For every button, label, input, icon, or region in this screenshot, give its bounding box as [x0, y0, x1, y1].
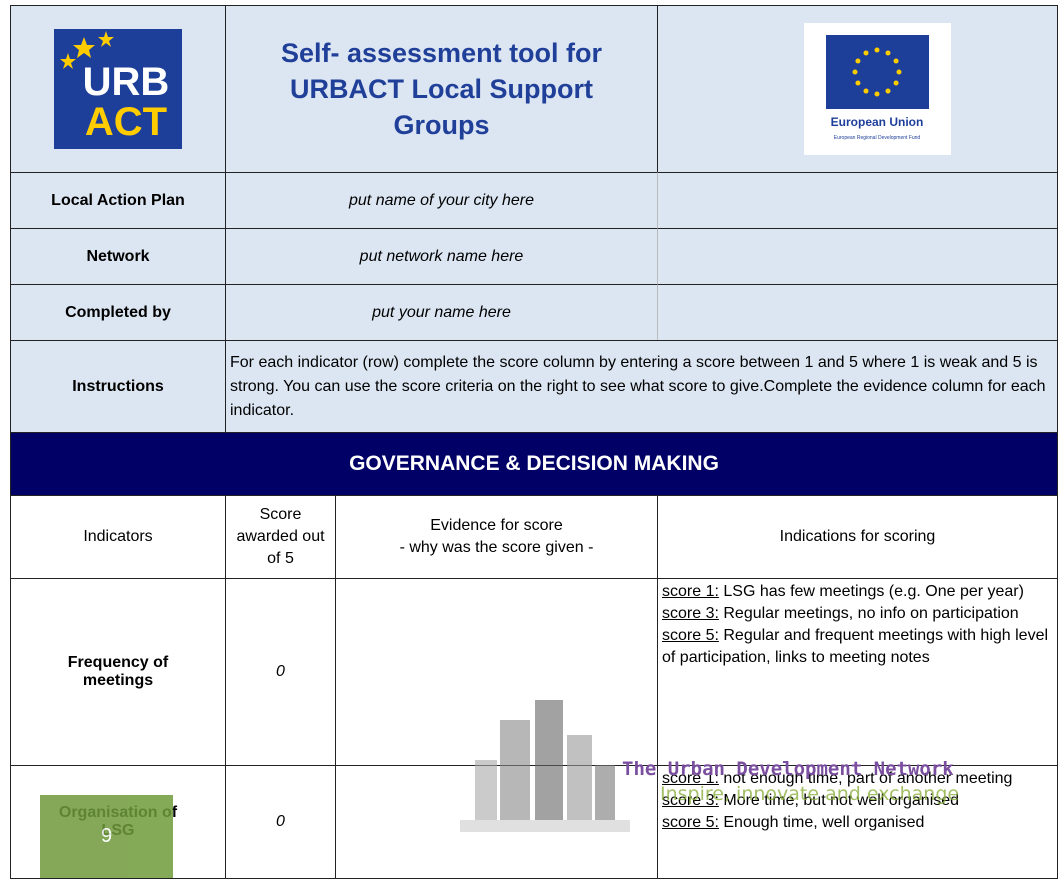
eu-logo: European Union European Regional Develop… [804, 23, 951, 155]
info-label: Network [10, 228, 226, 285]
info-value: put network name here [225, 228, 658, 285]
value: put your name here [372, 303, 511, 321]
label: Network [86, 247, 150, 265]
star [855, 80, 861, 86]
column-header: Evidence for score - why was the score g… [335, 495, 658, 579]
instructions-label: Instructions [10, 340, 226, 433]
criterion: score 5: Enough time, well organised [662, 812, 924, 834]
label: Local Action Plan [51, 191, 185, 209]
badge: 9 [40, 795, 173, 878]
star [852, 69, 858, 75]
criterion-label: score 1: [662, 583, 719, 600]
label: Instructions [72, 377, 164, 395]
eu-sublabel: European Regional Development Fund [834, 135, 921, 141]
logo-cell: URB ACT [10, 5, 226, 173]
criterion: score 3: Regular meetings, no info on pa… [662, 603, 1019, 625]
score: 0 [225, 765, 336, 879]
watermark-title: The Urban Development Network [622, 758, 954, 780]
star [863, 88, 869, 94]
urbact-logo: URB ACT [54, 29, 182, 149]
star [855, 58, 861, 64]
criterion: score 1: LSG has few meetings (e.g. One … [662, 581, 1024, 603]
logo-text: URB [83, 60, 170, 104]
title-text: Self- assessment tool for URBACT Local S… [280, 38, 603, 140]
info-label: Completed by [10, 284, 226, 341]
section-banner: GOVERNANCE & DECISION MAKING [10, 432, 1058, 496]
criterion: score 5: Regular and frequent meetings w… [662, 625, 1053, 669]
header-text: Score awarded out of 5 [236, 506, 325, 567]
section-title: GOVERNANCE & DECISION MAKING [349, 452, 719, 475]
title: Self- assessment tool for URBACT Local S… [225, 5, 658, 173]
info-value: put your name here [225, 284, 658, 341]
criterion-text: LSG has few meetings (e.g. One per year) [723, 583, 1024, 600]
header-text: Indications for scoring [779, 528, 936, 545]
star [863, 50, 869, 56]
star [896, 69, 902, 75]
info-value: put name of your city here [225, 172, 658, 229]
star [893, 58, 899, 64]
criteria: score 1: LSG has few meetings (e.g. One … [657, 578, 1058, 766]
criterion: score 3: More time, but not well organis… [662, 790, 959, 812]
eu-label: European Union [831, 115, 924, 129]
indicator-text: Frequency of meetings [67, 654, 169, 689]
star [893, 80, 899, 86]
star [874, 47, 880, 53]
star [874, 91, 880, 97]
logo-text: ACT [85, 100, 167, 144]
watermark-graphic [460, 700, 630, 832]
label: Completed by [65, 303, 171, 321]
criterion-label: score 5: [662, 814, 719, 831]
score-value: 0 [276, 663, 285, 680]
criterion-label: score 1: [662, 770, 719, 787]
header-text: Indicators [83, 528, 153, 545]
criterion-text: More time, but not well organised [723, 792, 960, 809]
value: put name of your city here [349, 191, 534, 209]
score: 0 [225, 578, 336, 766]
info-empty [657, 284, 1058, 341]
info-empty [657, 172, 1058, 229]
eu-cell: European Union European Regional Develop… [657, 5, 1058, 173]
criterion-text: Regular and frequent meetings with high … [662, 627, 1049, 666]
instructions-text: For each indicator (row) complete the sc… [225, 340, 1058, 433]
watermark-tagline: Inspire, innovate and exchange [660, 783, 960, 805]
indicator: Frequency of meetings [10, 578, 226, 766]
criterion: score 1: not enough time, part of anothe… [662, 768, 1012, 790]
column-header: Score awarded out of 5 [225, 495, 336, 579]
criterion-label: score 3: [662, 792, 719, 809]
criterion-text: Enough time, well organised [723, 814, 925, 831]
info-label: Local Action Plan [10, 172, 226, 229]
criterion-text: not enough time, part of another meeting [723, 770, 1013, 787]
column-header: Indications for scoring [657, 495, 1058, 579]
star [885, 50, 891, 56]
value: put network name here [359, 247, 524, 265]
text: For each indicator (row) complete the sc… [230, 353, 1046, 419]
criterion-text: Regular meetings, no info on participati… [723, 605, 1019, 622]
info-empty [657, 228, 1058, 285]
criteria: score 1: not enough time, part of anothe… [657, 765, 1058, 879]
score-value: 0 [276, 813, 285, 830]
column-header: Indicators [10, 495, 226, 579]
criterion-label: score 5: [662, 627, 719, 644]
header-text: Evidence for score - why was the score g… [399, 517, 594, 556]
star [885, 88, 891, 94]
criterion-label: score 3: [662, 605, 719, 622]
